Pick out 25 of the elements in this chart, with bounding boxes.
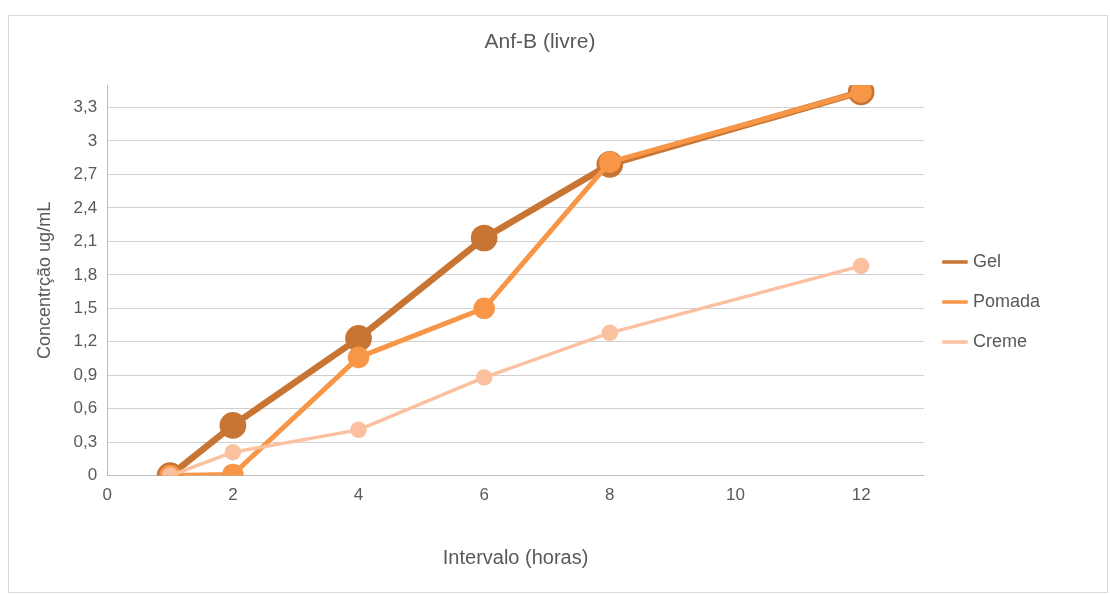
x-tick-label: 12 (851, 485, 871, 505)
y-tick-label: 0,6 (73, 398, 98, 418)
y-tick-label: 0,9 (73, 364, 98, 384)
x-tick-label: 0 (102, 485, 112, 505)
x-axis-title: Intervalo (horas) (442, 545, 589, 568)
legend-label: Creme (972, 330, 1027, 351)
y-tick-label: 0 (87, 465, 98, 485)
x-tick-label: 2 (228, 485, 238, 505)
y-tick-label: 3 (87, 130, 98, 150)
legend-label: Gel (972, 250, 1001, 271)
y-axis-title: Concentrção ug/mL (33, 201, 54, 359)
x-tick-label: 6 (479, 485, 489, 505)
y-tick-label: 1,8 (73, 264, 98, 284)
y-tick-label: 0,3 (73, 431, 98, 451)
y-tick-label: 2,1 (73, 231, 98, 251)
y-tick-label: 2,7 (73, 164, 98, 184)
x-tick-label: 10 (726, 485, 745, 505)
legend-label: Pomada (972, 290, 1041, 311)
y-tick-label: 1,5 (73, 297, 98, 317)
y-tick-label: 3,3 (73, 97, 98, 117)
y-tick-label: 1,2 (73, 331, 98, 351)
chart-title: Anf-B (livre) (484, 29, 596, 53)
x-tick-label: 4 (353, 485, 364, 505)
y-tick-label: 2,4 (73, 197, 98, 217)
x-tick-label: 8 (605, 485, 615, 505)
